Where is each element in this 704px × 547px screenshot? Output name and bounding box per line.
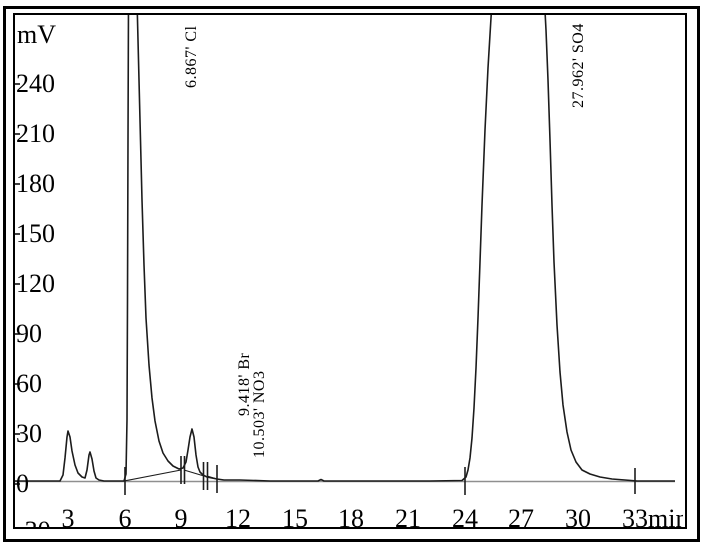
x-tick-label: 21 xyxy=(395,504,421,528)
x-tick-label: 24 xyxy=(452,504,478,528)
plot-frame xyxy=(13,13,687,529)
x-tick-label: 33 xyxy=(622,504,648,528)
y-tick-label: 150 xyxy=(16,219,55,248)
y-tick-label: 30 xyxy=(16,419,42,448)
plot-area: mV 240 210 180 150 120 90 60 30 0 -30 3 … xyxy=(15,15,683,527)
peak-label-so4: 27.962' SO4 xyxy=(570,23,587,108)
y-tick-label: -30 xyxy=(16,518,51,528)
y-tick-label: 180 xyxy=(16,169,55,198)
y-tick-label: 90 xyxy=(16,319,42,348)
peak-label-no3: 10.503' NO3 xyxy=(251,370,268,459)
y-tick-label: 120 xyxy=(16,269,55,298)
x-tick-label: 27 xyxy=(508,504,534,528)
peak-label-cl: 6.867' Cl xyxy=(183,25,200,89)
x-tick-label: 6 xyxy=(118,504,132,528)
x-tick-label: 3 xyxy=(61,504,75,528)
x-tick-label: 18 xyxy=(338,504,364,528)
y-tick-label: 210 xyxy=(16,119,55,148)
trace-canvas xyxy=(15,15,675,495)
x-tick-label: 9 xyxy=(174,504,188,528)
y-axis-tick-marks xyxy=(15,83,20,485)
y-axis-unit-label: mV xyxy=(17,20,56,49)
y-tick-label: 60 xyxy=(16,369,42,398)
y-tick-label: 240 xyxy=(16,69,55,98)
x-tick-label: 12 xyxy=(225,504,251,528)
chromatogram-trace xyxy=(15,15,675,482)
integration-tick-marks xyxy=(124,456,636,495)
y-tick-label: 0 xyxy=(16,469,29,498)
x-axis-unit-label: min xyxy=(648,504,683,528)
x-tick-label: 30 xyxy=(565,504,591,528)
x-tick-label: 15 xyxy=(282,504,308,528)
